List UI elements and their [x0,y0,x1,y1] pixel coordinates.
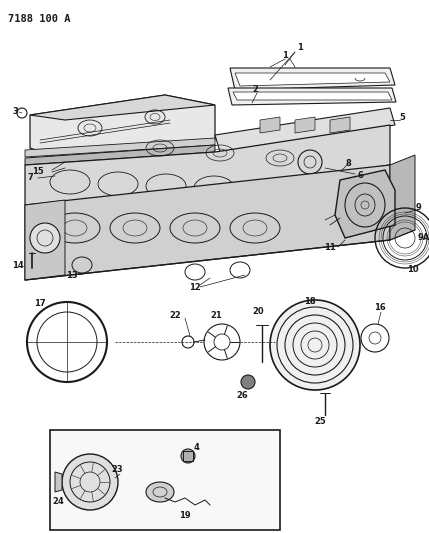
Text: 5: 5 [399,114,405,123]
Polygon shape [55,472,62,492]
Text: 12: 12 [189,284,201,293]
Ellipse shape [146,482,174,502]
Text: 15: 15 [32,167,44,176]
Text: 6: 6 [357,171,363,180]
Polygon shape [25,125,390,205]
Text: 9: 9 [415,204,421,213]
Polygon shape [25,138,215,157]
Text: 19: 19 [179,511,191,520]
Bar [50,430,280,530]
Ellipse shape [181,449,195,463]
Text: 22: 22 [169,311,181,319]
Text: 26: 26 [236,391,248,400]
Text: 1: 1 [282,51,288,60]
Text: 7188 100 A: 7188 100 A [8,14,70,24]
Text: 7: 7 [27,174,33,182]
Text: 17: 17 [34,298,46,308]
Text: 2: 2 [252,85,258,94]
Polygon shape [330,117,350,133]
Polygon shape [390,155,415,240]
Polygon shape [25,165,390,280]
Text: 20: 20 [252,306,264,316]
Text: 1: 1 [297,44,303,52]
Polygon shape [260,117,280,133]
Polygon shape [233,92,392,100]
Text: 16: 16 [374,303,386,312]
Text: 24: 24 [52,497,64,506]
Polygon shape [30,95,215,120]
Text: 13: 13 [66,271,78,279]
Text: 18: 18 [304,297,316,306]
Polygon shape [335,170,395,238]
Text: 25: 25 [314,417,326,426]
Ellipse shape [30,223,60,253]
Polygon shape [228,88,396,105]
Polygon shape [230,68,395,90]
Ellipse shape [241,375,255,389]
Text: 14: 14 [12,261,24,270]
Text: 21: 21 [210,311,222,319]
Ellipse shape [270,300,360,390]
Text: 9A: 9A [418,233,429,243]
Text: 10: 10 [407,265,419,274]
Text: 3: 3 [12,108,18,117]
Polygon shape [235,73,390,86]
Polygon shape [25,145,215,165]
Text: 4: 4 [194,443,200,453]
Polygon shape [25,200,65,280]
Polygon shape [215,108,395,152]
Text: 11: 11 [324,243,336,252]
Polygon shape [30,95,215,160]
Text: 23: 23 [111,465,123,474]
Text: 8: 8 [345,158,351,167]
Ellipse shape [62,454,118,510]
Polygon shape [295,117,315,133]
